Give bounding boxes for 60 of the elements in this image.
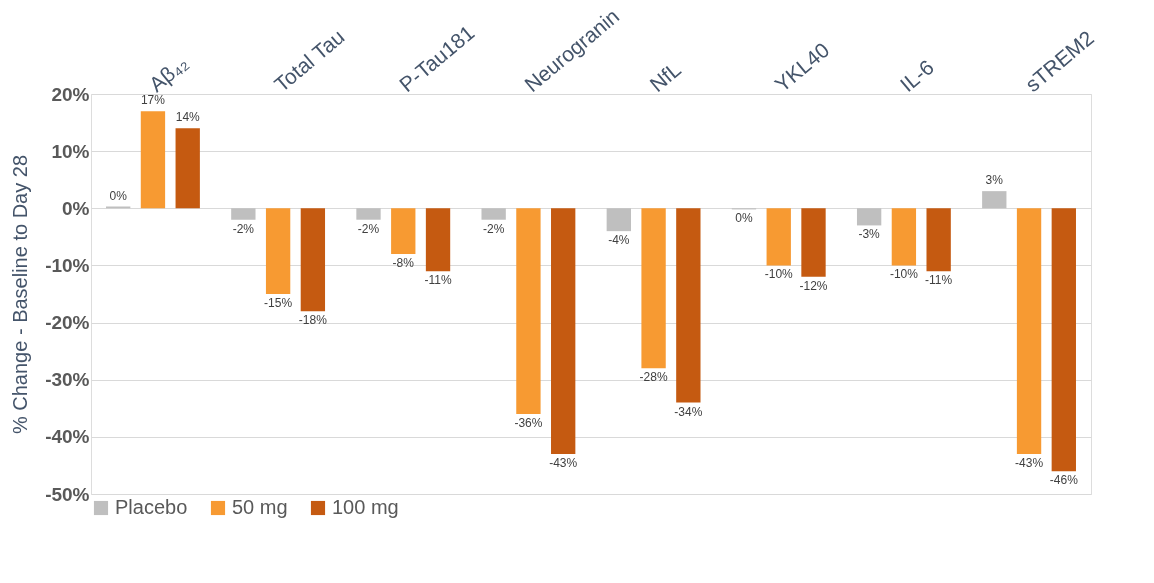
data-label: -43%: [549, 456, 578, 470]
data-label: 0%: [735, 211, 753, 226]
bar: [551, 208, 576, 454]
bar: [606, 208, 631, 232]
bar: [982, 191, 1007, 209]
y-tick-label: -50%: [45, 483, 90, 505]
y-tick-label: -20%: [45, 312, 90, 334]
bar: [801, 208, 826, 277]
bar: [926, 208, 951, 272]
data-label: -2%: [357, 221, 380, 236]
bar: [391, 208, 416, 254]
bar: [265, 208, 291, 294]
y-tick-label: -10%: [45, 254, 90, 276]
bar: [676, 208, 701, 403]
data-label: -3%: [858, 227, 881, 242]
data-label: -8%: [392, 256, 415, 270]
y-tick-label: 20%: [51, 83, 90, 105]
data-label: -2%: [482, 221, 505, 236]
data-label: -15%: [264, 296, 293, 310]
bar: [140, 111, 166, 209]
bar: [516, 208, 541, 414]
bar: [641, 208, 666, 369]
data-label: -34%: [674, 404, 703, 419]
data-label: 17%: [140, 93, 166, 108]
bar: [1016, 208, 1042, 454]
bar: [175, 128, 200, 209]
data-label: -11%: [925, 273, 953, 288]
bar: [766, 208, 791, 266]
data-label: -10%: [764, 267, 794, 282]
bar: [1051, 208, 1076, 472]
data-label: 3%: [985, 173, 1004, 188]
bar: [425, 208, 451, 272]
data-label: -46%: [1049, 473, 1079, 488]
data-label: -28%: [639, 370, 668, 385]
x-tick-label: NfL: [645, 57, 686, 97]
data-label: -36%: [514, 416, 543, 430]
bar: [231, 208, 256, 220]
data-label: -12%: [799, 278, 828, 293]
data-label: -4%: [608, 233, 630, 248]
y-axis-title: % Change - Baseline to Day 28: [9, 154, 32, 435]
bar: [481, 208, 506, 220]
legend-label: 100 mg: [332, 496, 399, 518]
bar: [856, 208, 882, 226]
data-label: 14%: [175, 110, 201, 125]
data-label: -10%: [889, 267, 919, 282]
data-label: 0%: [109, 188, 128, 203]
bar: [356, 208, 381, 220]
legend-label: Placebo: [115, 496, 188, 518]
y-tick-label: -30%: [45, 369, 90, 391]
data-label: -43%: [1015, 456, 1044, 470]
data-label: -11%: [424, 273, 452, 288]
legend-label: 50 mg: [232, 496, 288, 518]
x-tick-label: IL-6: [895, 55, 939, 97]
y-tick-label: 10%: [51, 140, 90, 162]
bar: [891, 208, 917, 266]
bar: [300, 208, 326, 312]
data-label: -2%: [232, 221, 255, 236]
data-label: -18%: [298, 313, 328, 328]
y-tick-label: 0%: [62, 197, 90, 219]
y-tick-label: -40%: [45, 426, 90, 448]
